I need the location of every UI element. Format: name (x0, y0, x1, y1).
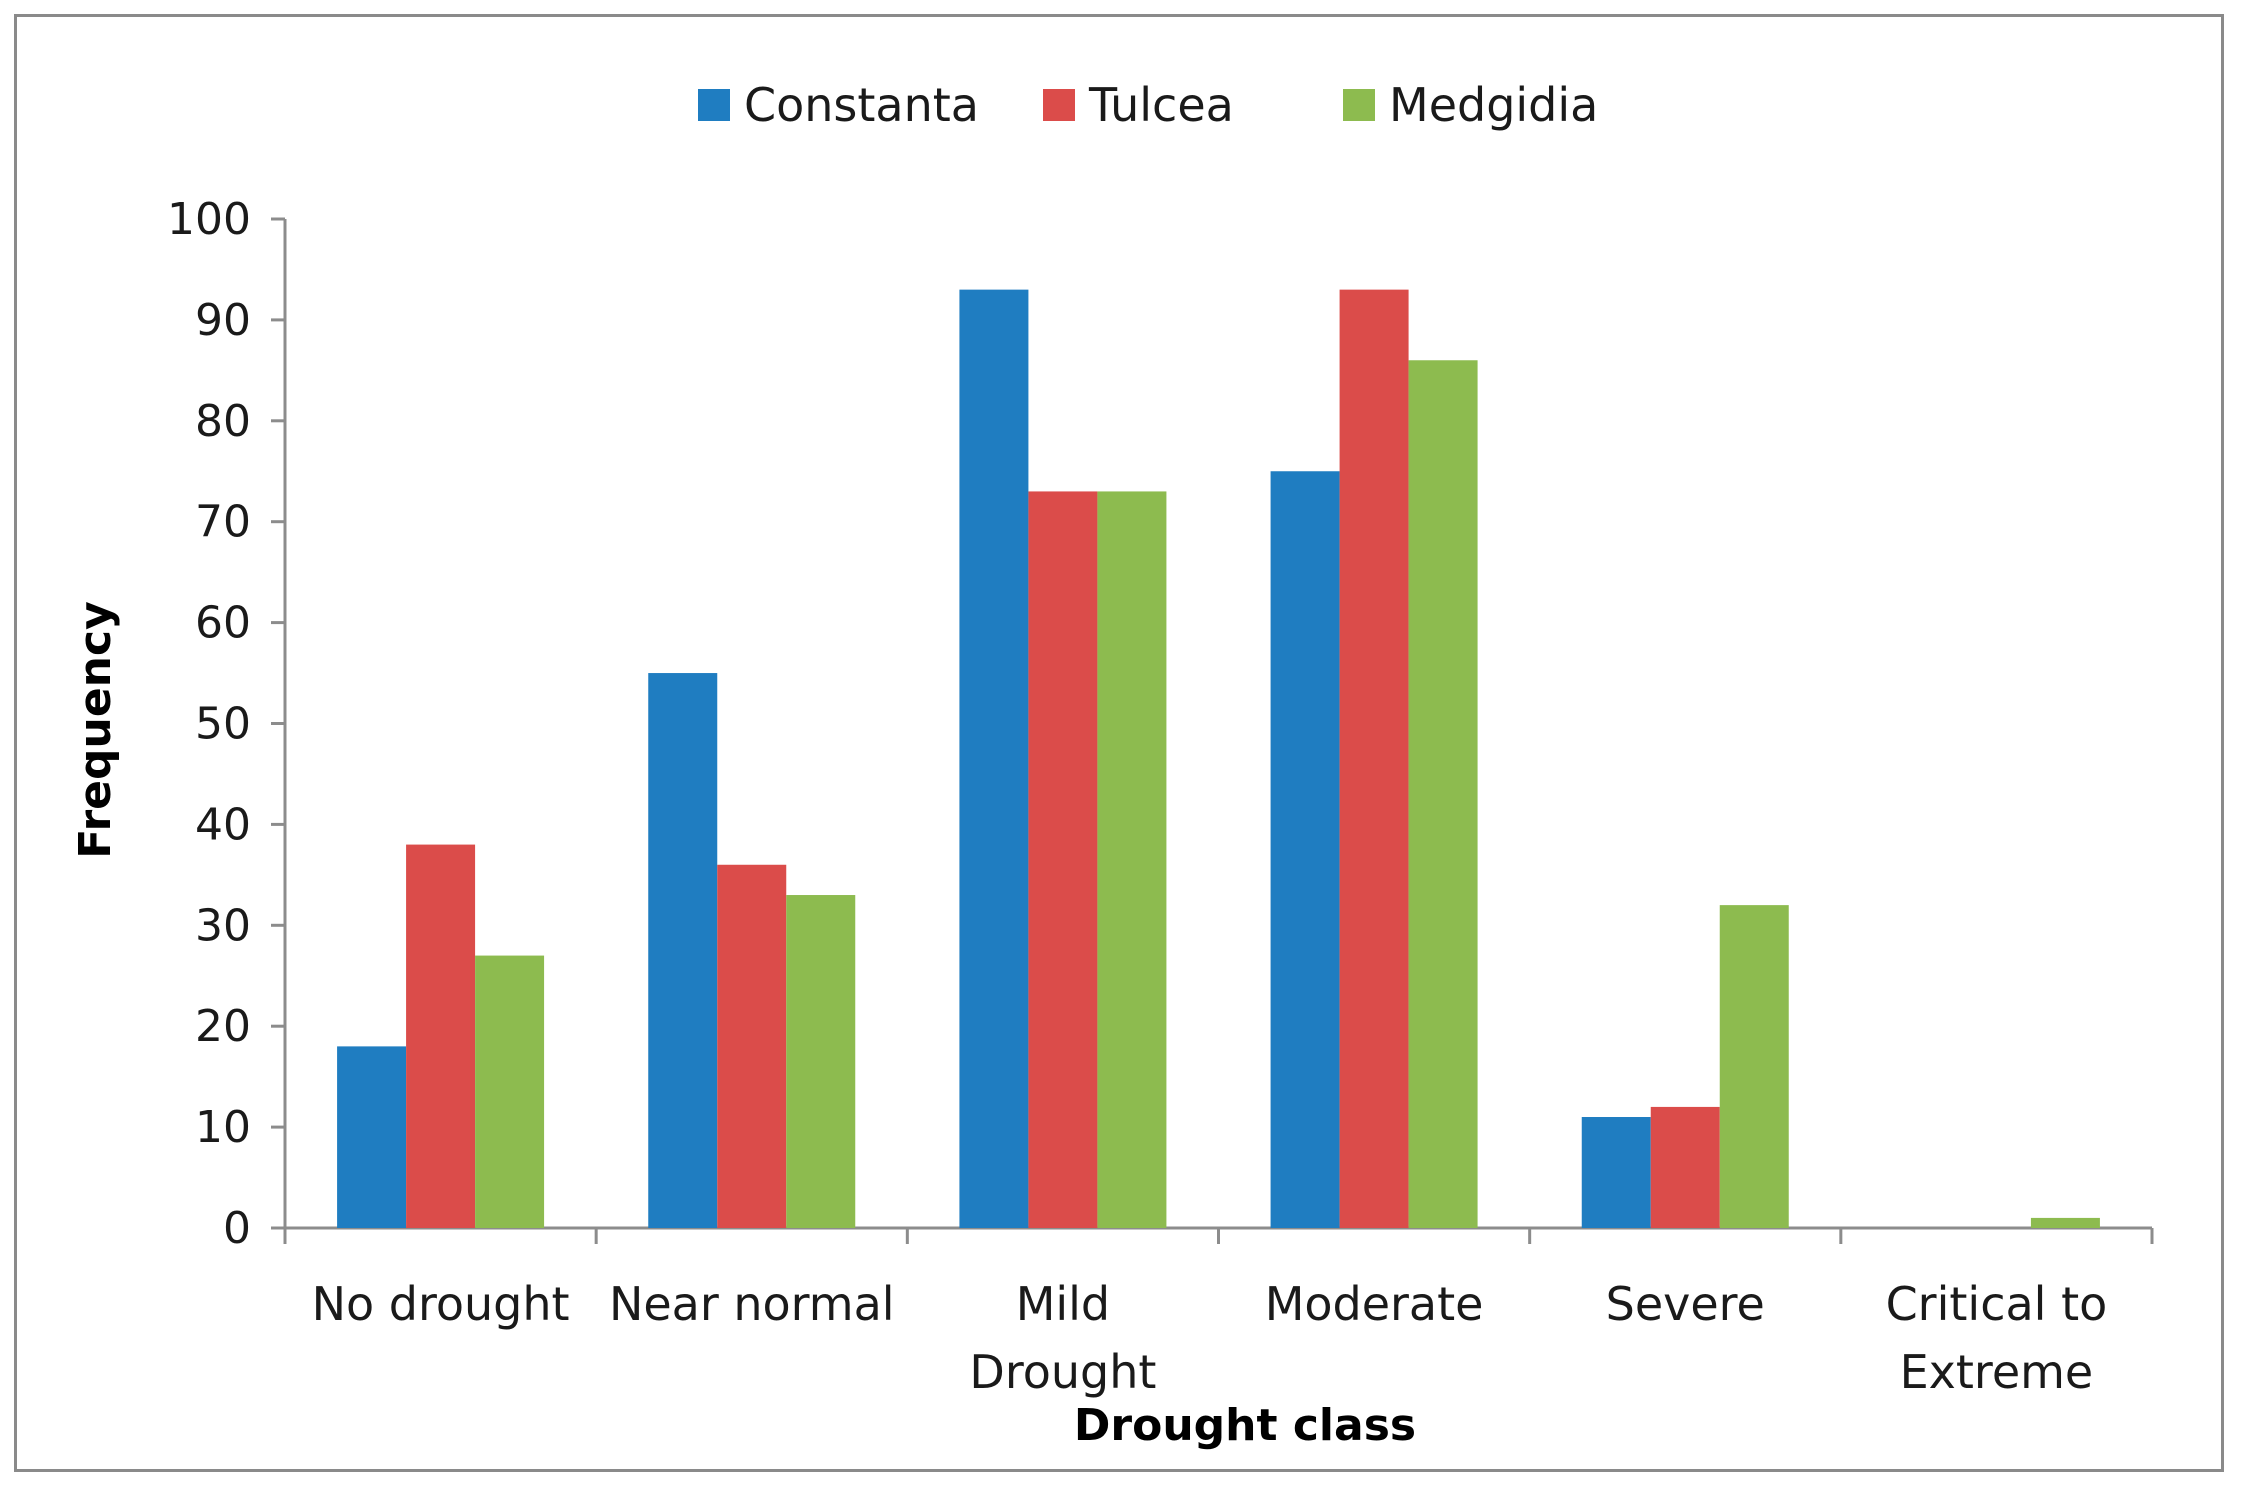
bar-medgidia-2 (1097, 491, 1167, 1228)
legend-label-tulcea: Tulcea (1088, 78, 1234, 132)
x-tick-label: No drought (312, 1277, 570, 1331)
x-tick-label: Mild (1016, 1277, 1110, 1331)
y-tick-label: 60 (195, 598, 251, 649)
x-tick-label: Extreme (1900, 1345, 2094, 1399)
bar-tulcea-4 (1650, 1106, 1720, 1228)
bar-constanta-0 (337, 1046, 407, 1228)
x-tick-label: Near normal (609, 1277, 895, 1331)
bar-medgidia-1 (786, 895, 856, 1228)
bar-constanta-1 (648, 673, 718, 1228)
x-axis: No drought Near normal Mild Drought Moderate… (283, 1226, 2154, 1399)
x-tick-label: Severe (1606, 1277, 1765, 1331)
x-tick-label: Moderate (1265, 1277, 1484, 1331)
legend-label-constanta: Constanta (744, 78, 979, 132)
y-tick-label: 40 (195, 799, 251, 850)
y-tick-label: 80 (195, 396, 251, 447)
y-tick-label: 70 (195, 497, 251, 548)
bar-constanta-2 (959, 289, 1029, 1228)
y-axis: 0 10 20 30 40 50 60 70 80 90 100 (167, 194, 287, 1254)
bar-constanta-4 (1581, 1117, 1651, 1228)
legend-swatch-medgidia (1343, 89, 1375, 121)
y-tick-label: 100 (167, 194, 251, 245)
y-tick-label: 90 (195, 295, 251, 346)
bar-tulcea-3 (1339, 289, 1409, 1228)
legend: Constanta Tulcea Medgidia (698, 78, 1598, 132)
bar-tulcea-0 (406, 844, 476, 1228)
bar-medgidia-5 (2030, 1217, 2100, 1228)
y-tick-label: 30 (195, 900, 251, 951)
y-tick-label: 10 (195, 1102, 251, 1153)
bar-medgidia-3 (1408, 360, 1478, 1228)
y-tick-label: 20 (195, 1001, 251, 1052)
legend-label-medgidia: Medgidia (1389, 78, 1598, 132)
bar-tulcea-1 (717, 864, 787, 1228)
bar-tulcea-2 (1028, 491, 1098, 1228)
bars (337, 289, 2100, 1228)
bar-medgidia-4 (1719, 905, 1789, 1228)
legend-swatch-constanta (698, 89, 730, 121)
y-tick-label: 0 (223, 1203, 251, 1254)
x-axis-title: Drought class (1074, 1400, 1416, 1451)
bar-medgidia-0 (475, 955, 545, 1228)
y-tick-label: 50 (195, 699, 251, 750)
y-axis-title: Frequency (70, 601, 121, 859)
legend-swatch-tulcea (1043, 89, 1075, 121)
x-tick-label: Critical to (1886, 1277, 2108, 1331)
bar-constanta-3 (1270, 471, 1340, 1228)
x-tick-label: Drought (969, 1345, 1156, 1399)
